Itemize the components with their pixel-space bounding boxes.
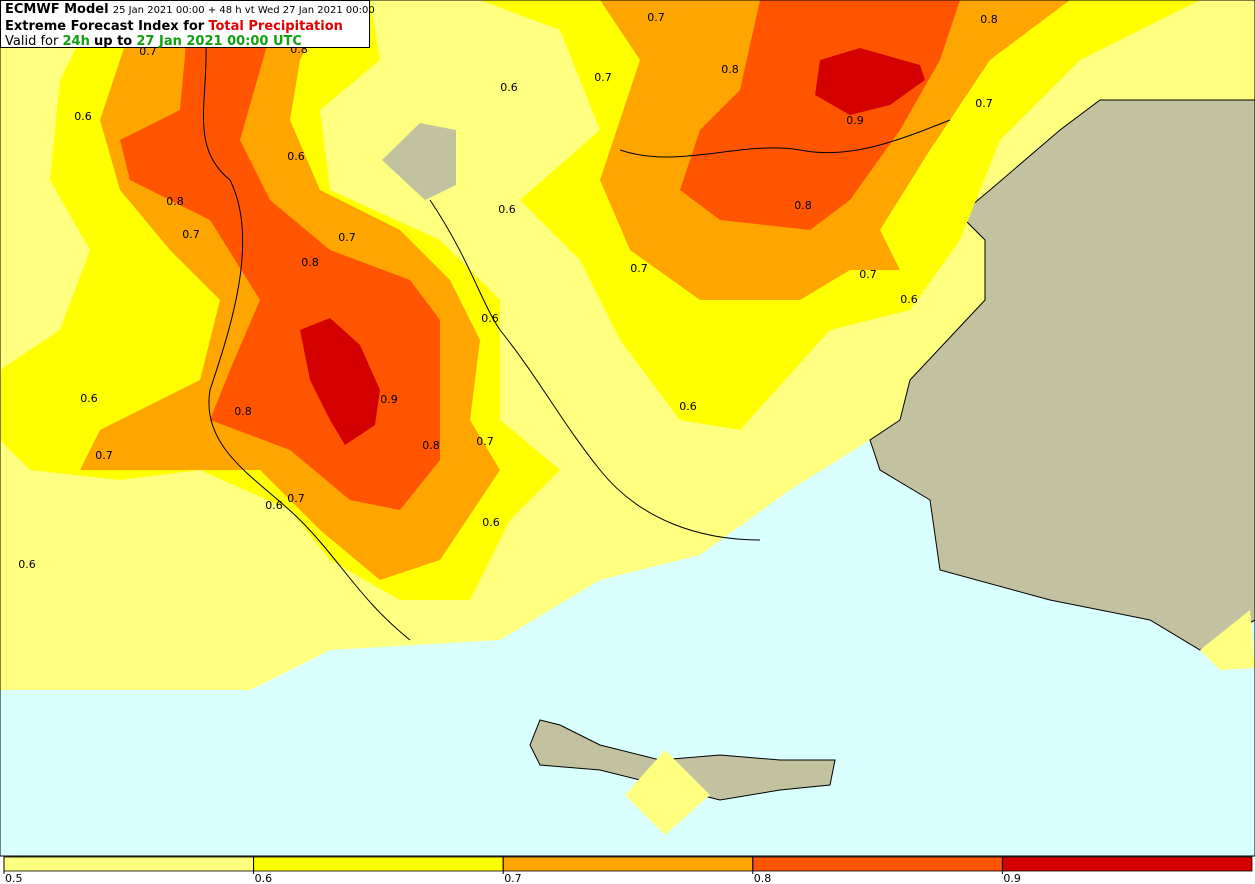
contour-label: 0.7 [594, 71, 612, 84]
header: ECMWF Model 25 Jan 2021 00:00 + 48 h vt … [0, 0, 375, 49]
contour-label: 0.8 [301, 256, 319, 269]
contour-label: 0.6 [287, 150, 305, 163]
contour-label: 0.6 [498, 203, 516, 216]
colorbar-bin [502, 856, 754, 872]
contour-label: 0.6 [679, 400, 697, 413]
map-frame [0, 0, 1255, 857]
parameter: Total Precipitation [208, 18, 343, 34]
colorbar-label: 0.6 [255, 872, 273, 884]
colorbar-label: 0.5 [5, 872, 23, 884]
colorbar-bin [3, 856, 255, 872]
valid-prefix: Valid for [5, 34, 59, 49]
colorbar-bin [1002, 856, 1253, 872]
efi-patch [625, 750, 710, 835]
model-name: ECMWF Model [5, 2, 109, 17]
colorbar-bin [752, 856, 1003, 872]
land-patch [382, 123, 456, 200]
efi-0.9-band [815, 48, 925, 115]
contour-label: 0.7 [647, 11, 665, 24]
colorbar-bin [253, 856, 504, 872]
colorbar-label: 0.9 [1003, 872, 1021, 884]
contour-label: 0.7 [859, 268, 877, 281]
contour-label: 0.6 [500, 81, 518, 94]
contour-label: 0.6 [265, 499, 283, 512]
contour-label: 0.6 [18, 558, 36, 571]
contour-label: 0.6 [481, 312, 499, 325]
land-turkey [869, 99, 1255, 651]
efi-0.9-band [300, 318, 380, 445]
valid-mid: up to [93, 34, 133, 49]
contour-label: 0.7 [287, 492, 305, 505]
contour-label: 0.9 [380, 393, 398, 406]
contour-label: 0.6 [482, 516, 500, 529]
coastline [199, 0, 951, 641]
contour-label: 0.7 [476, 435, 494, 448]
contour-label: 0.7 [630, 262, 648, 275]
contour-label: 0.6 [80, 392, 98, 405]
contour-label: 0.7 [95, 449, 113, 462]
contour-label: 0.7 [975, 97, 993, 110]
contour-label: 0.8 [166, 195, 184, 208]
contour-label: 0.6 [74, 110, 92, 123]
contour-label: 0.8 [794, 199, 812, 212]
colorbar-label: 0.7 [504, 872, 522, 884]
contour-label: 0.8 [721, 63, 739, 76]
contour-label: 0.8 [234, 405, 252, 418]
contour-label: 0.7 [182, 228, 200, 241]
contour-label: 0.6 [900, 293, 918, 306]
product: Extreme Forecast Index for [5, 18, 205, 34]
run-info: 25 Jan 2021 00:00 + 48 h vt Wed 27 Jan 2… [112, 5, 375, 16]
contour-label: 0.9 [846, 114, 864, 127]
contour-label: 0.7 [139, 45, 157, 58]
efi-patch [1200, 610, 1255, 670]
contour-label: 0.8 [980, 13, 998, 26]
valid-time: 27 Jan 2021 00:00 UTC [136, 34, 302, 49]
contour-label: 0.7 [338, 231, 356, 244]
colorbar-label: 0.8 [754, 872, 772, 884]
land-crete [529, 719, 836, 801]
period: 24h [62, 34, 90, 49]
contour-label: 0.8 [422, 439, 440, 452]
